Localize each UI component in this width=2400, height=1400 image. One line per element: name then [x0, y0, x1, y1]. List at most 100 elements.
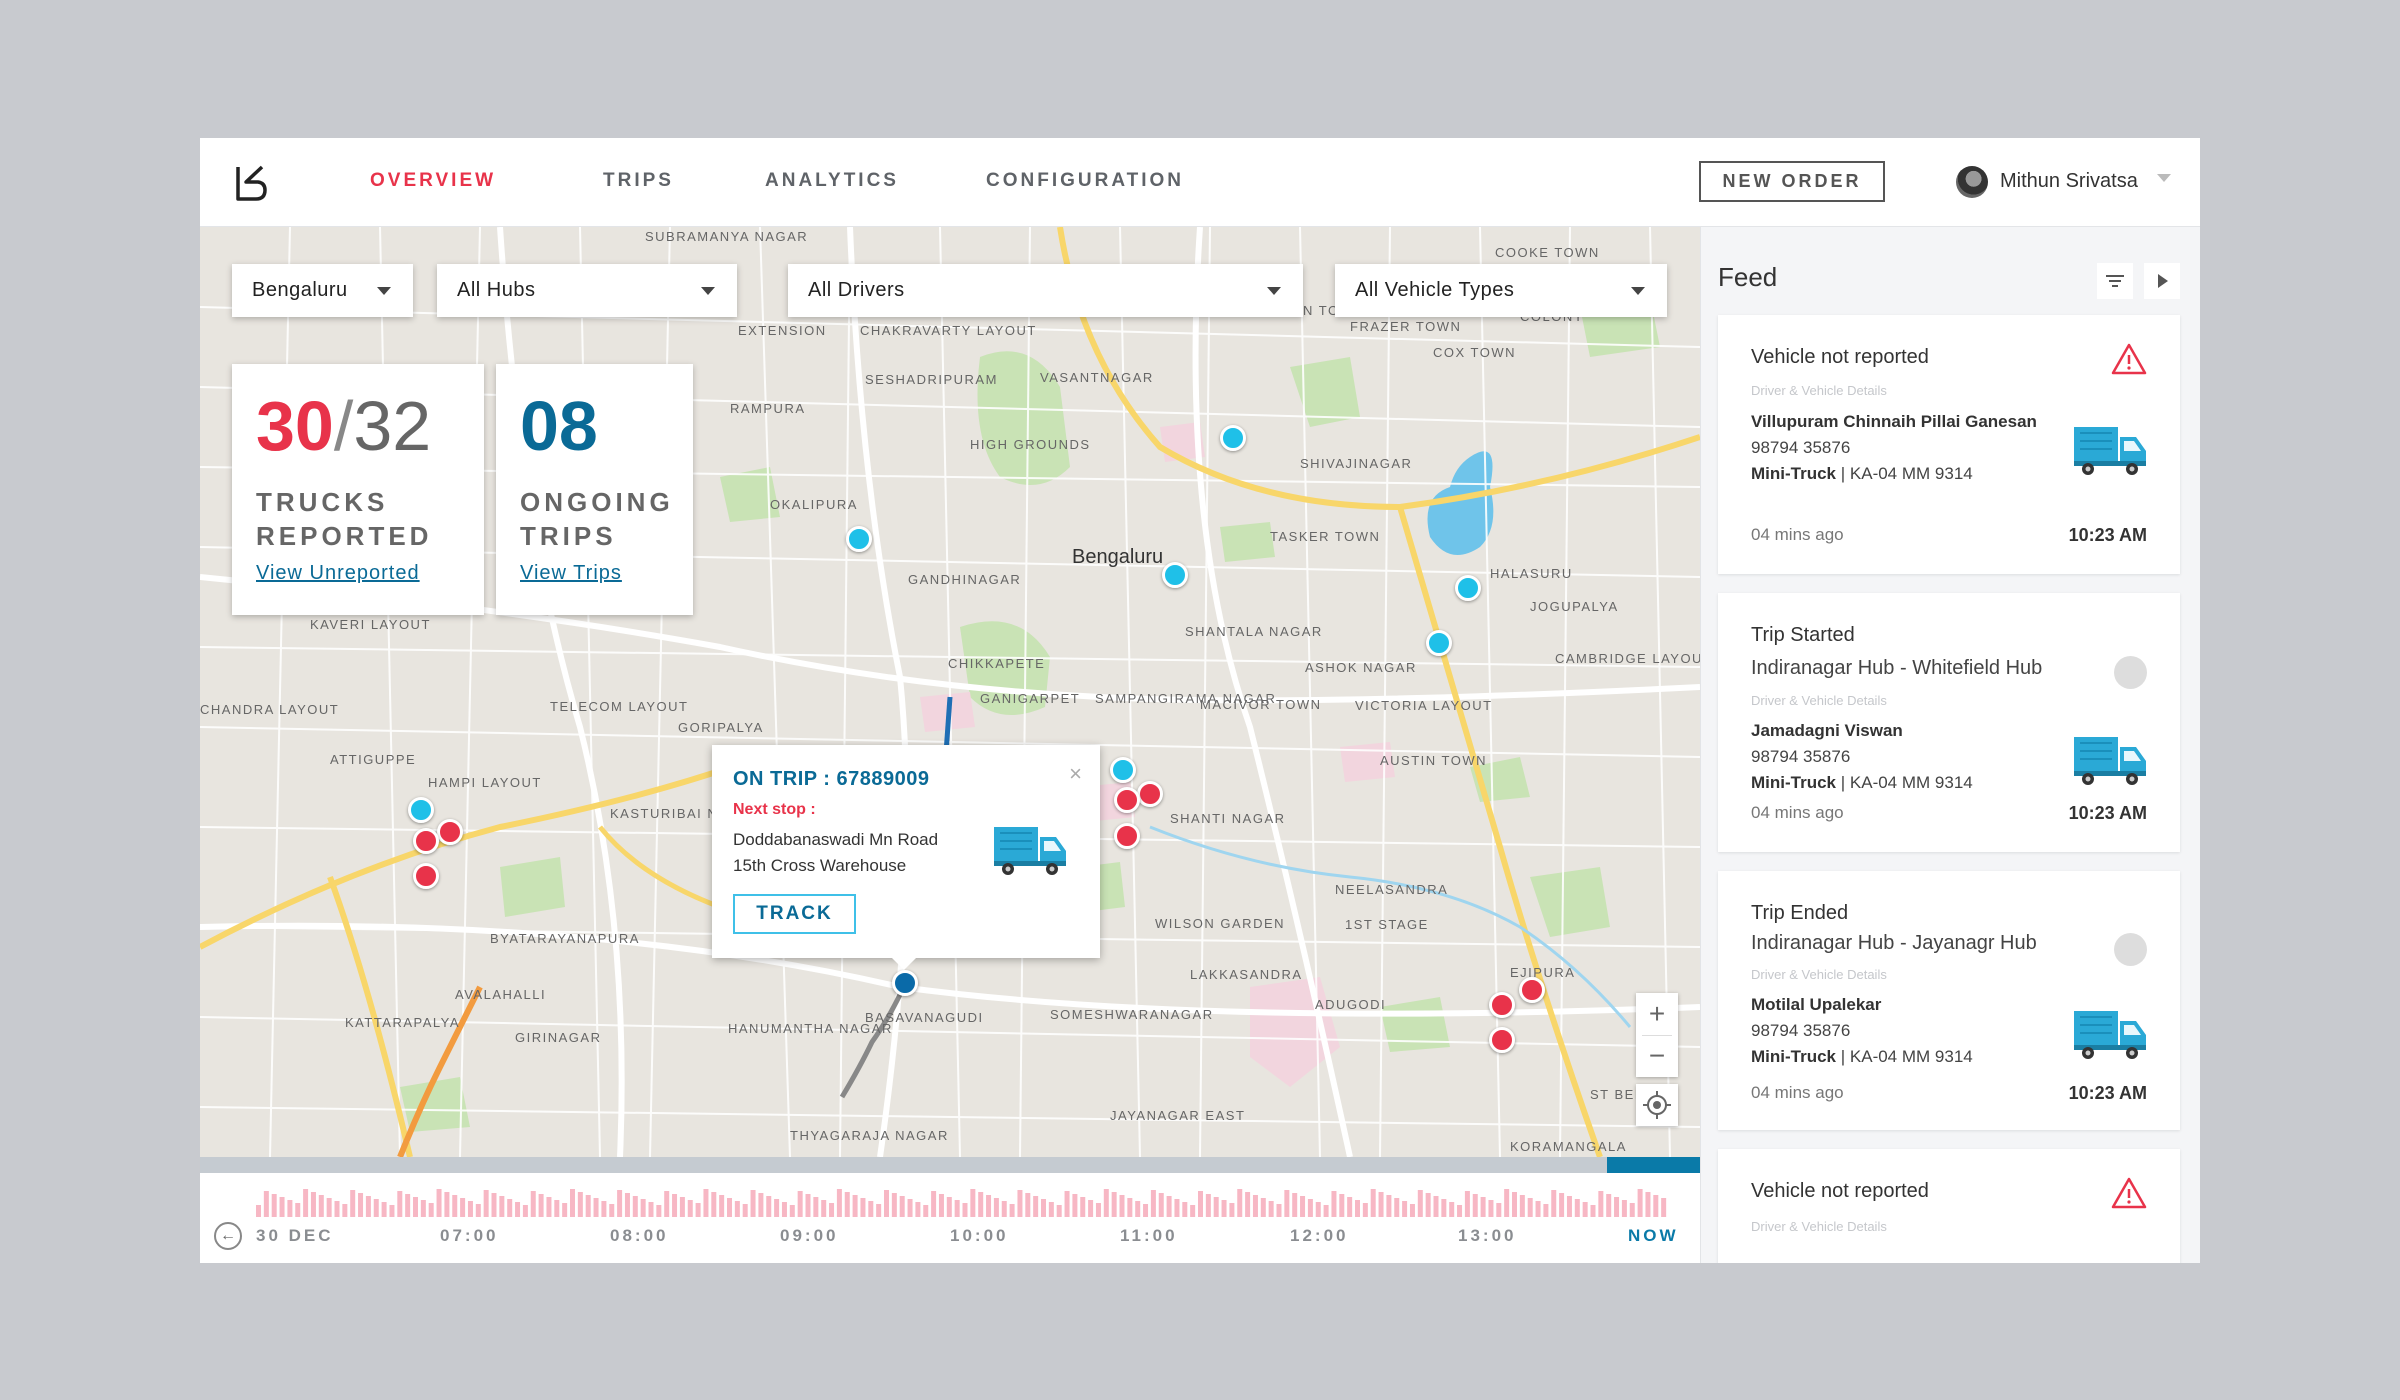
user-name[interactable]: Mithun Srivatsa: [2000, 170, 2138, 192]
close-icon[interactable]: ×: [1069, 761, 1082, 786]
hubs-filter[interactable]: All Hubs: [437, 264, 737, 317]
vehicle-marker[interactable]: [1220, 425, 1246, 451]
vehicle-marker[interactable]: [413, 828, 439, 854]
vehicle-marker[interactable]: [1426, 630, 1452, 656]
feed-card[interactable]: Vehicle not reported Driver & Vehicle De…: [1718, 315, 2180, 574]
map-label: ADUGODI: [1315, 997, 1386, 1012]
timeline-bar: [1017, 1190, 1023, 1217]
vehicle-marker[interactable]: [408, 797, 434, 823]
timeline-bar: [1566, 1196, 1572, 1217]
zoom-out-button[interactable]: −: [1636, 1035, 1678, 1077]
nav-overview[interactable]: OVERVIEW: [370, 170, 497, 191]
timeline-bar: [1245, 1192, 1251, 1217]
brand-logo-icon[interactable]: [234, 164, 268, 202]
timeline-bar: [1221, 1200, 1227, 1217]
timeline-bar: [522, 1205, 528, 1217]
locate-button[interactable]: [1636, 1084, 1678, 1126]
map-label: 1ST STAGE: [1345, 917, 1429, 932]
feed-card-details-label: Driver & Vehicle Details: [1751, 967, 1887, 982]
back-arrow-icon[interactable]: ←: [214, 1222, 242, 1250]
timeline-bar: [656, 1205, 662, 1217]
drivers-filter[interactable]: All Drivers: [788, 264, 1303, 317]
nav-trips[interactable]: TRIPS: [603, 170, 674, 191]
view-unreported-link[interactable]: View Unreported: [256, 562, 420, 584]
chevron-down-icon: [1267, 287, 1281, 295]
timeline-bar: [1472, 1194, 1478, 1217]
feed-card-ago: 04 mins ago: [1751, 803, 1844, 822]
nav-analytics[interactable]: ANALYTICS: [765, 170, 899, 191]
timeline-bar: [1637, 1189, 1643, 1217]
truck-icon: [994, 827, 1066, 875]
timeline-scrollbar[interactable]: [200, 1157, 1700, 1173]
track-button[interactable]: TRACK: [733, 894, 856, 934]
map-label: MACIVOR TOWN: [1200, 697, 1322, 712]
timeline-bar: [852, 1195, 858, 1217]
vehicle-marker[interactable]: [1455, 575, 1481, 601]
map-label: ASHOK NAGAR: [1305, 660, 1417, 675]
timeline-bar: [601, 1201, 607, 1217]
map-label: GIRINAGAR: [515, 1030, 601, 1045]
timeline-bar: [1260, 1198, 1266, 1217]
timeline-bar: [1205, 1194, 1211, 1217]
timeline-bar: [326, 1198, 332, 1217]
timeline-bar: [1645, 1192, 1651, 1217]
timeline-bar: [1276, 1204, 1282, 1217]
timeline-bar: [546, 1197, 552, 1217]
popup-pointer: [892, 958, 916, 970]
vehicle-marker[interactable]: [437, 819, 463, 845]
vehicle-marker[interactable]: [1114, 823, 1140, 849]
vehicle-types-filter[interactable]: All Vehicle Types: [1335, 264, 1667, 317]
timeline-bar: [310, 1192, 316, 1217]
vehicle-marker[interactable]: [1162, 562, 1188, 588]
total-value: 32: [353, 387, 432, 465]
vehicle-marker[interactable]: [1137, 781, 1163, 807]
map-label: FRAZER TOWN: [1350, 319, 1461, 334]
vehicle-marker[interactable]: [413, 863, 439, 889]
feed-card-time: 10:23 AM: [2068, 525, 2147, 545]
trucks-reported-label: TRUCKS REPORTED: [256, 485, 476, 553]
vehicle-marker[interactable]: [1110, 757, 1136, 783]
timeline-bar: [1606, 1194, 1612, 1217]
chevron-down-icon[interactable]: [2157, 174, 2171, 182]
timeline-bar: [1661, 1198, 1667, 1217]
vehicle-marker[interactable]: [1489, 992, 1515, 1018]
avatar[interactable]: [1956, 166, 1988, 198]
timeline-bar: [570, 1189, 575, 1217]
crosshair-icon: [1643, 1091, 1671, 1119]
timeline-bar: [1590, 1205, 1596, 1217]
map-view[interactable]: SUBRAMANYA NAGAR EXTENSION CHAKRAVARTY L…: [200, 227, 1700, 1157]
timeline-scroll-thumb[interactable]: [1607, 1157, 1700, 1173]
vehicle-marker[interactable]: [1489, 1027, 1515, 1053]
ongoing-trips-count: 08: [520, 386, 598, 466]
new-order-button[interactable]: NEW ORDER: [1699, 161, 1885, 202]
timeline[interactable]: ← 30 DEC 07:00 08:00 09:00 10:00 11:00 1…: [200, 1157, 1700, 1263]
feed-card[interactable]: Vehicle not reported Driver & Vehicle De…: [1718, 1149, 2180, 1263]
map-label: COOKE TOWN: [1495, 245, 1600, 260]
view-trips-link[interactable]: View Trips: [520, 562, 622, 584]
feed-card-vehicle: Mini-Truck | KA-04 MM 9314: [1751, 464, 1973, 484]
city-filter[interactable]: Bengaluru: [232, 264, 413, 317]
feed-card[interactable]: Trip Ended Indiranagar Hub - Jayanagr Hu…: [1718, 871, 2180, 1130]
timeline-bar: [876, 1204, 882, 1217]
feed-card-vehicle-type: Mini-Truck: [1751, 464, 1837, 483]
timeline-label: 08:00: [610, 1226, 669, 1245]
timeline-bar: [271, 1194, 277, 1217]
map-label: JOGUPALYA: [1530, 599, 1619, 614]
vehicle-marker[interactable]: [1114, 787, 1140, 813]
timeline-bar: [1025, 1193, 1031, 1217]
vehicle-marker[interactable]: [846, 526, 872, 552]
feed-card-driver: Jamadagni Viswan: [1751, 721, 1903, 740]
timeline-bar: [884, 1190, 889, 1217]
play-button[interactable]: [2144, 263, 2180, 299]
app-window: OVERVIEW TRIPS ANALYTICS CONFIGURATION N…: [200, 138, 2200, 1263]
feed-card[interactable]: Trip Started Indiranagar Hub - Whitefiel…: [1718, 593, 2180, 852]
filter-button[interactable]: [2097, 263, 2133, 299]
timeline-bar: [836, 1189, 842, 1217]
vehicle-marker[interactable]: [1519, 977, 1545, 1003]
feed-card-route: Indiranagar Hub - Whitefield Hub: [1751, 657, 2043, 679]
nav-configuration[interactable]: CONFIGURATION: [986, 170, 1185, 191]
zoom-in-button[interactable]: +: [1636, 993, 1678, 1035]
selected-vehicle-marker[interactable]: [892, 970, 918, 996]
timeline-bar: [295, 1203, 301, 1217]
timeline-now-label[interactable]: NOW: [1628, 1226, 1679, 1245]
